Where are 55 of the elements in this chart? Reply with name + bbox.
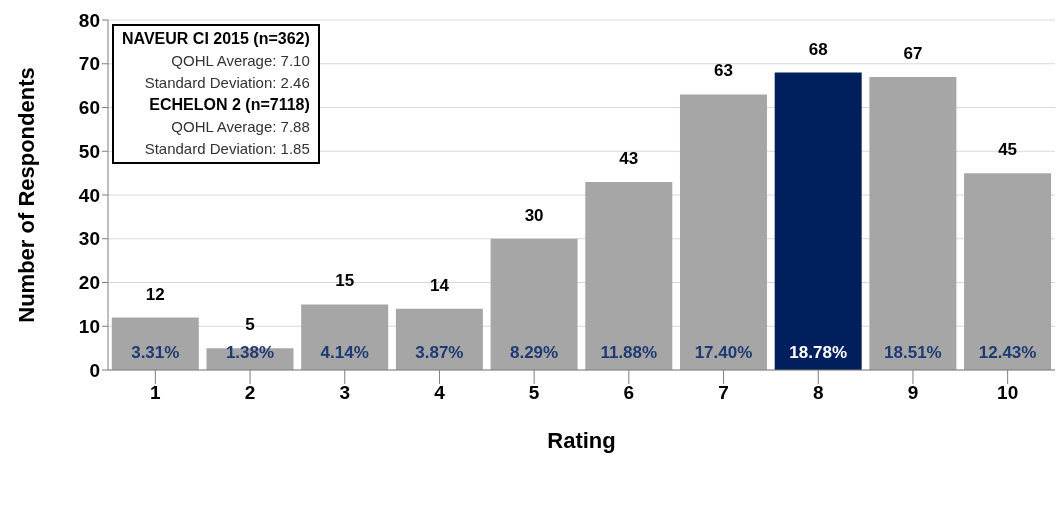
annotation: 11.88% [600, 343, 658, 362]
annotation: 8.29% [509, 343, 559, 362]
y-tick-label: 70 [78, 53, 100, 75]
y-tick-label: 50 [78, 140, 100, 162]
annotation: 18.78% [789, 343, 848, 362]
annotation: ECHELON 2 (n=7118) [148, 95, 310, 115]
y-tick-label: 20 [78, 272, 100, 294]
data-label: 63 [714, 61, 733, 81]
data-label: 45 [998, 140, 1018, 160]
y-tick-label: 0 [89, 359, 100, 381]
annotation: 4.14% [320, 343, 369, 362]
y-axis-title: Number of Respondents [13, 67, 39, 323]
data-label: 15 [335, 271, 355, 291]
x-tick-label: 10 [997, 382, 1019, 404]
y-tick-label: 60 [78, 97, 100, 119]
annotation: 3.87% [415, 343, 464, 362]
bar [964, 173, 1052, 370]
annotation: Standard Deviation: 1.85 [143, 139, 310, 159]
data-label: 12 [145, 284, 165, 304]
annotation: 1.38% [225, 343, 275, 362]
y-tick-label: 80 [78, 9, 100, 31]
y-tick-label: 40 [78, 184, 100, 206]
x-tick-label: 8 [812, 382, 824, 404]
bar [774, 72, 862, 370]
x-tick-label: 5 [528, 382, 540, 404]
x-tick-label: 4 [434, 382, 446, 404]
bar [301, 304, 389, 370]
y-tick-label: 30 [78, 228, 100, 250]
data-label: 30 [524, 205, 544, 225]
x-tick-label: 6 [623, 382, 635, 404]
x-tick-label: 1 [150, 382, 162, 404]
x-tick-label: 7 [718, 382, 729, 404]
annotation: QOHL Average: 7.88 [170, 117, 310, 137]
data-label: 68 [808, 39, 828, 59]
annotation: 3.31% [131, 343, 180, 362]
annotation: QOHL Average: 7.10 [170, 51, 310, 71]
annotation: 12.43% [978, 343, 1037, 362]
data-label: 5 [245, 315, 255, 335]
bar [490, 238, 578, 370]
bar [869, 76, 957, 370]
x-tick-label: 9 [907, 382, 919, 404]
annotation: 18.51% [884, 343, 942, 362]
annotation: NAVEUR CI 2015 (n=362) [122, 29, 310, 49]
bar [585, 181, 673, 370]
x-axis-title: Rating [547, 428, 616, 453]
x-tick-label: 3 [339, 382, 351, 404]
data-label: 67 [903, 43, 923, 63]
annotation: Standard Deviation: 2.46 [143, 73, 310, 93]
annotation: 17.40% [694, 343, 753, 362]
data-label: 43 [619, 148, 639, 168]
bar [395, 308, 483, 370]
x-tick-label: 2 [244, 382, 256, 404]
y-tick-label: 10 [78, 315, 100, 337]
data-label: 14 [429, 275, 450, 295]
bar [679, 94, 767, 370]
